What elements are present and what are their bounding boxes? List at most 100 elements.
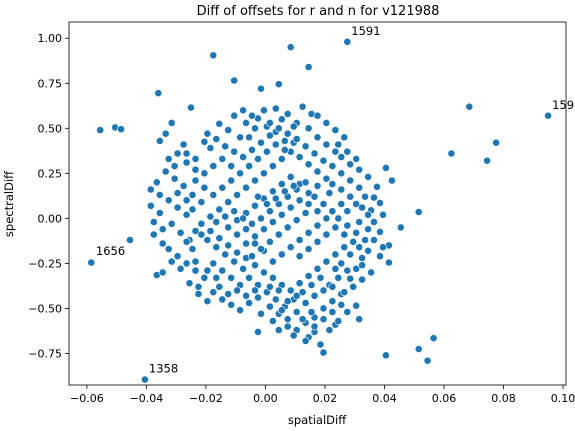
data-point	[96, 126, 105, 135]
data-point	[483, 156, 491, 165]
point-annotation: 1358	[149, 362, 178, 376]
data-point	[167, 119, 176, 127]
data-point	[429, 334, 438, 343]
data-point	[155, 136, 164, 145]
data-point	[170, 162, 179, 170]
point-annotation: 1656	[96, 244, 125, 258]
data-point	[182, 149, 191, 158]
x-tick-label: 0.00	[253, 392, 278, 405]
data-point	[298, 288, 307, 297]
data-point	[212, 135, 221, 143]
data-point	[215, 119, 224, 128]
data-point	[310, 322, 319, 331]
data-point	[352, 228, 361, 237]
data-point	[334, 214, 343, 223]
data-point	[146, 185, 155, 194]
data-point	[310, 149, 319, 158]
data-point	[286, 172, 295, 181]
data-point	[274, 286, 283, 295]
data-point	[319, 286, 328, 295]
data-point	[328, 308, 337, 316]
data-point	[346, 274, 355, 283]
data-point	[286, 203, 295, 212]
y-tick-label: −0.75	[28, 347, 62, 360]
data-point	[286, 43, 295, 52]
data-point	[283, 322, 292, 331]
data-point	[248, 145, 256, 154]
data-point	[173, 252, 182, 261]
points-layer	[87, 37, 552, 384]
data-point	[257, 138, 265, 147]
data-point	[370, 193, 378, 202]
data-point	[331, 126, 340, 135]
y-tick-label: 0.50	[38, 122, 63, 135]
data-point	[337, 200, 346, 208]
data-point	[319, 315, 328, 324]
data-point	[218, 154, 227, 163]
data-point	[370, 218, 378, 226]
data-point	[221, 212, 230, 221]
data-point	[328, 162, 337, 170]
data-point	[355, 315, 364, 324]
data-point	[364, 210, 372, 219]
data-point	[304, 200, 313, 208]
data-point	[268, 218, 277, 226]
data-point	[200, 137, 209, 146]
data-point	[215, 205, 224, 214]
data-point	[126, 236, 134, 244]
data-point	[313, 237, 322, 246]
data-point	[283, 315, 292, 324]
data-point	[283, 297, 292, 306]
data-point	[358, 275, 366, 284]
data-point	[352, 264, 361, 273]
y-tick-label: 0.25	[38, 167, 63, 180]
data-point	[233, 286, 241, 295]
data-point	[164, 154, 173, 163]
data-point	[179, 181, 188, 190]
data-point	[230, 257, 239, 266]
data-point	[271, 194, 280, 203]
data-point	[322, 257, 331, 266]
data-point	[179, 140, 188, 149]
data-point	[173, 203, 182, 212]
data-point	[292, 216, 301, 225]
data-point	[259, 169, 268, 178]
data-point	[358, 261, 366, 270]
data-point	[352, 200, 361, 208]
data-point	[349, 282, 358, 291]
data-point	[164, 196, 173, 205]
data-point	[191, 176, 200, 185]
data-point	[191, 266, 200, 275]
data-point	[224, 290, 233, 298]
point-annotation: 1598	[552, 98, 575, 112]
data-point	[197, 230, 206, 239]
data-point	[295, 196, 304, 205]
data-point	[221, 142, 230, 151]
data-point	[203, 266, 212, 275]
data-point	[182, 210, 191, 219]
data-point	[346, 192, 355, 201]
data-point	[343, 147, 352, 156]
data-point	[242, 291, 250, 300]
x-tick-label: 0.08	[491, 392, 516, 405]
data-point	[182, 196, 191, 205]
data-point	[203, 236, 212, 244]
data-point	[316, 340, 325, 349]
data-point	[206, 144, 215, 152]
x-tick-label: 0.04	[372, 392, 397, 405]
data-point	[343, 207, 352, 216]
data-point	[262, 147, 271, 156]
data-point	[301, 178, 310, 187]
data-point	[334, 273, 343, 282]
x-tick-label: 0.06	[432, 392, 457, 405]
data-point	[322, 230, 331, 239]
data-point	[334, 317, 343, 325]
data-point	[313, 111, 322, 120]
y-tick-label: −0.25	[28, 257, 62, 270]
data-point	[257, 309, 265, 318]
data-point	[286, 243, 295, 252]
data-point	[197, 219, 206, 228]
data-point	[381, 351, 390, 360]
data-point	[215, 282, 224, 291]
data-point	[200, 273, 209, 282]
